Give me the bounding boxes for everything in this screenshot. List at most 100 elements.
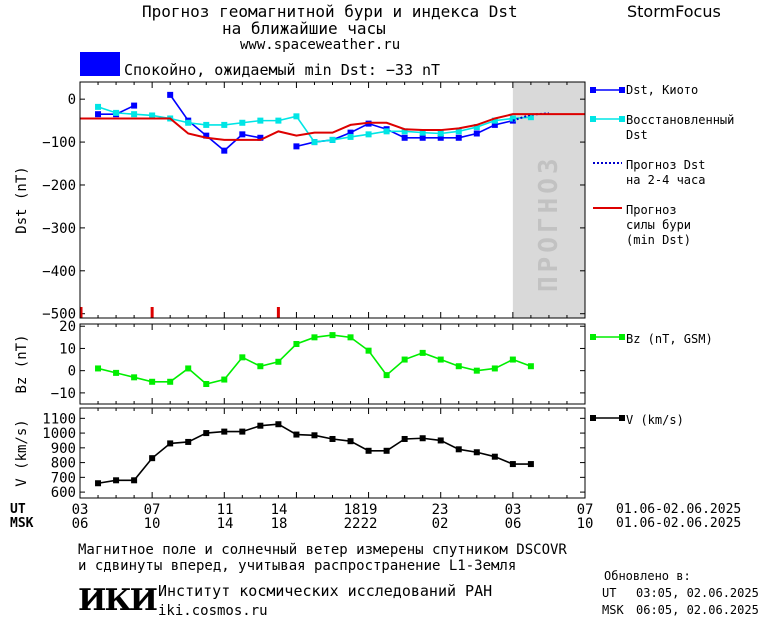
panel0-series-line — [169, 94, 261, 152]
status-swatch — [80, 52, 120, 76]
institute-site[interactable]: iki.cosmos.ru — [158, 603, 268, 619]
ut-tick-label: 03 — [505, 502, 522, 518]
panel1-data-point — [473, 367, 480, 374]
msk-tick-label: 22 — [344, 516, 361, 532]
site-url[interactable]: www.spaceweather.ru — [240, 37, 401, 53]
page-subtitle: на ближайшие часы — [222, 19, 386, 38]
panel1-data-point — [383, 372, 390, 379]
legend-forecast-storm-line3: (min Dst) — [626, 233, 692, 247]
panel2-data-point — [167, 440, 174, 447]
panel1-data-point — [437, 356, 444, 363]
panel1-data-point — [257, 363, 264, 370]
panel1-data-point — [221, 376, 228, 383]
panel1-ytick-label: −10 — [51, 386, 76, 402]
msk-axis-label: MSK — [10, 516, 34, 531]
panel0-frame — [79, 81, 586, 319]
msk-tick-label: 02 — [432, 516, 449, 532]
panel1-data-point — [95, 365, 102, 372]
legend-forecast-dst-line1: Прогноз Dst — [626, 158, 706, 172]
legend-forecast-storm-line1: Прогноз — [626, 203, 677, 217]
panel0-data-point — [131, 111, 138, 118]
panel0-data-point — [221, 147, 228, 154]
panel1-ytick-label: 10 — [59, 341, 76, 357]
panel2-ytick-label: 1100 — [42, 411, 76, 427]
panel0-data-point — [419, 134, 426, 141]
panel0-data-point — [311, 139, 318, 146]
panel1-data-point — [365, 347, 372, 354]
panel2-ytick-label: 600 — [51, 485, 76, 501]
panel2-data-point — [509, 461, 516, 468]
footer-note-line2: и сдвинуты вперед, учитывая распростране… — [78, 558, 517, 574]
panel1-data-point — [239, 354, 246, 361]
panel2-data-point — [131, 477, 138, 484]
footer-note-line1: Магнитное поле и солнечный ветер измерен… — [78, 542, 567, 558]
panel2-data-point — [383, 447, 390, 454]
panel2-data-point — [113, 477, 120, 484]
panel1-data-point — [167, 378, 174, 385]
panel0-data-point — [347, 129, 354, 136]
forecast-band — [512, 82, 585, 318]
panel2-ytick-label: 800 — [51, 456, 76, 472]
panel0-data-point — [185, 119, 192, 126]
panel0-data-point — [491, 121, 498, 128]
msk-tick-label: 14 — [217, 516, 234, 532]
panel0-data-point — [167, 91, 174, 98]
panel1-data-point — [401, 356, 408, 363]
panel0-data-point — [95, 111, 102, 118]
panel0-data-point — [365, 131, 372, 138]
panel2-data-point — [275, 421, 282, 428]
panel0-series-line — [80, 113, 585, 141]
panel0-data-point — [347, 133, 354, 140]
panel1-data-point — [203, 381, 210, 387]
panel0-data-point — [491, 117, 498, 124]
ut-tick-label: 11 — [217, 502, 234, 518]
msk-tick-label: 18 — [271, 516, 288, 532]
panel1-data-point — [149, 378, 156, 385]
ut-tick-label: 18 — [344, 502, 361, 518]
legend-dst-kyoto-sample-marker — [619, 87, 625, 93]
panel2-data-point — [257, 422, 264, 429]
legend-reconstructed-sample-marker — [590, 116, 596, 122]
legend-forecast-dst-line2: на 2-4 часа — [626, 173, 706, 187]
panel0-data-point — [401, 134, 408, 141]
panel0-ylabel: Dst (nT) — [14, 166, 30, 233]
panel2-data-point — [329, 435, 336, 442]
panel0-data-point — [131, 102, 138, 109]
panel2-data-point — [203, 430, 210, 437]
panel0-data-point — [239, 119, 246, 126]
panel1-ylabel: Bz (nT) — [14, 334, 30, 393]
panel2-data-point — [149, 455, 156, 462]
panel0-data-point — [257, 134, 264, 141]
ut-tick-label: 14 — [271, 502, 288, 518]
panel2-data-point — [221, 428, 228, 435]
panel0-data-point — [455, 134, 462, 141]
msk-tick-label: 22 — [361, 516, 378, 532]
panel1-data-point — [275, 358, 282, 365]
panel2-data-point — [239, 428, 246, 435]
panel1-ytick-label: 20 — [59, 319, 76, 335]
panel2-ytick-label: 900 — [51, 441, 76, 457]
panel1-data-point — [509, 356, 516, 363]
panel0-ytick-label: −200 — [42, 178, 76, 194]
legend-reconstructed-line2: Dst — [626, 128, 648, 142]
panel2-data-point — [527, 461, 534, 468]
panel2-data-point — [419, 435, 426, 442]
msk-tick-label: 10 — [577, 516, 594, 532]
panel2-data-point — [455, 446, 462, 453]
panel1-data-point — [527, 363, 534, 370]
legend-v-sample-marker — [619, 415, 625, 421]
updated-ut-label: UT — [602, 586, 617, 600]
panel1-data-point — [185, 365, 192, 372]
updated-label: Обновлено в: — [604, 569, 691, 583]
panel2-frame — [79, 407, 586, 499]
panel0-data-point — [329, 136, 336, 143]
panel0-data-point — [203, 121, 210, 128]
panel2-data-point — [185, 438, 192, 445]
panel0-ytick-label: −500 — [42, 307, 76, 323]
panel0-data-point — [257, 117, 264, 124]
panel2-data-point — [437, 437, 444, 444]
msk-tick-label: 10 — [144, 516, 161, 532]
panel2-data-point — [401, 435, 408, 442]
msk-date-range: 01.06-02.06.2025 — [616, 516, 742, 531]
page-title: Прогноз геомагнитной бури и индекса Dst — [142, 2, 518, 21]
